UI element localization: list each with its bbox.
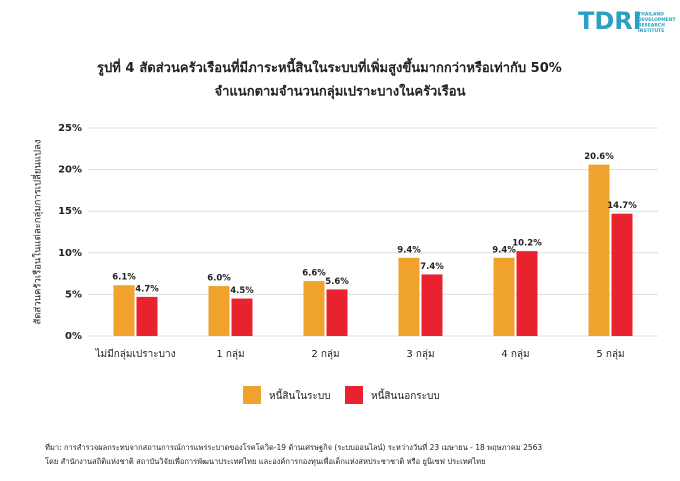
value-label: 6.0% bbox=[207, 274, 231, 284]
bar bbox=[326, 289, 348, 336]
bar bbox=[493, 257, 515, 336]
bar bbox=[398, 257, 420, 336]
y-tick-label: 25% bbox=[58, 123, 82, 134]
bar bbox=[303, 281, 325, 336]
bar bbox=[588, 164, 610, 336]
y-tick-label: 0% bbox=[65, 331, 82, 342]
figure-label: รูปที่ 4 bbox=[97, 58, 134, 76]
logo-line: INSTITUTE bbox=[638, 28, 664, 34]
logo-line: THAILAND bbox=[638, 12, 664, 18]
x-tick-label: 1 กลุ่ม bbox=[216, 349, 244, 360]
value-label: 10.2% bbox=[512, 239, 542, 249]
y-tick-label: 5% bbox=[65, 289, 82, 300]
source-line: โดย สำนักงานสถิติแห่งชาติ สถาบันวิจัยเพื… bbox=[45, 456, 486, 466]
x-tick-label: 3 กลุ่ม bbox=[406, 349, 434, 360]
x-tick-label: 2 กลุ่ม bbox=[311, 349, 339, 360]
value-label: 4.5% bbox=[230, 286, 254, 296]
legend-label: หนี้สินนอกระบบ bbox=[371, 388, 440, 402]
legend-swatch bbox=[345, 386, 363, 404]
value-label: 14.7% bbox=[607, 201, 637, 211]
bar bbox=[421, 274, 443, 336]
logo-line: RESEARCH bbox=[638, 23, 665, 29]
legend-swatch bbox=[243, 386, 261, 404]
value-label: 6.6% bbox=[302, 269, 326, 279]
x-tick-label: ไม่มีกลุ่มเปราะบาง bbox=[95, 348, 176, 360]
logo-line: DEVELOPMENT bbox=[638, 17, 677, 23]
y-tick-label: 20% bbox=[58, 165, 82, 176]
bar bbox=[136, 296, 158, 336]
value-label: 9.4% bbox=[492, 245, 516, 255]
y-tick-label: 10% bbox=[58, 248, 82, 259]
legend-label: หนี้สินในระบบ bbox=[269, 388, 331, 402]
y-axis-label: สัดส่วนครัวเรือนในแต่ละกลุ่มการเปลี่ยนแป… bbox=[31, 139, 44, 324]
value-label: 4.7% bbox=[135, 284, 159, 294]
x-tick-label: 5 กลุ่ม bbox=[596, 349, 624, 360]
x-tick-label: 4 กลุ่ม bbox=[501, 349, 529, 360]
bar bbox=[231, 298, 253, 336]
bar bbox=[208, 286, 230, 336]
value-label: 20.6% bbox=[584, 152, 614, 162]
bar bbox=[611, 213, 633, 336]
title-text: สัดส่วนครัวเรือนที่มีภาระหนี้สินในระบบที… bbox=[139, 57, 561, 76]
logo-name: TDRI bbox=[578, 7, 642, 35]
chart-subtitle: จำแนกตามจำนวนกลุ่มเปราะบางในครัวเรือน bbox=[215, 83, 466, 100]
source-line: ที่มา: การสำรวจผลกระทบจากสถานการณ์การแพร… bbox=[45, 442, 542, 452]
value-label: 6.1% bbox=[112, 273, 136, 283]
value-label: 7.4% bbox=[420, 262, 444, 272]
bar bbox=[516, 251, 538, 336]
y-tick-label: 15% bbox=[58, 206, 82, 217]
value-label: 5.6% bbox=[325, 277, 349, 287]
bar bbox=[113, 285, 135, 336]
chart-title: รูปที่ 4 สัดส่วนครัวเรือนที่มีภาระหนี้สิน… bbox=[97, 57, 562, 76]
value-label: 9.4% bbox=[397, 245, 421, 255]
